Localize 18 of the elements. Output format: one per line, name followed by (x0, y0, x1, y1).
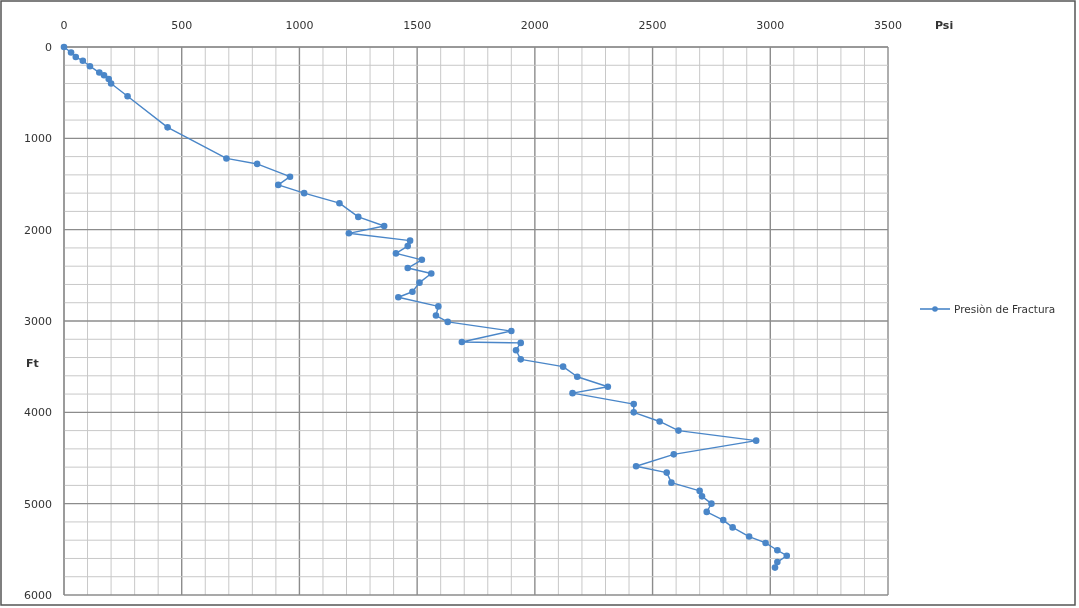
legend-label: Presiòn de Fractura (954, 303, 1056, 315)
y-tick-label: 6000 (24, 589, 52, 602)
y-tick-label: 2000 (24, 223, 52, 237)
x-tick-label: 1500 (403, 19, 432, 32)
y-axis-title: Ft (26, 357, 39, 370)
y-tick-label: 5000 (24, 497, 52, 511)
y-tick-label: 3000 (24, 315, 52, 328)
x-tick-label: 2000 (520, 19, 549, 32)
x-tick-label: 2500 (638, 19, 667, 32)
y-tick-label: 1000 (24, 132, 52, 146)
x-tick-label: 3500 (874, 19, 902, 32)
y-tick-label: 4000 (24, 406, 52, 420)
x-axis-title: Psi (935, 19, 954, 32)
y-tick-label: 0 (45, 41, 52, 54)
x-tick-label: 0 (60, 19, 68, 32)
x-tick-label: 500 (171, 19, 193, 32)
x-tick-label: 3000 (756, 19, 785, 32)
x-tick-label: 1000 (285, 19, 314, 32)
